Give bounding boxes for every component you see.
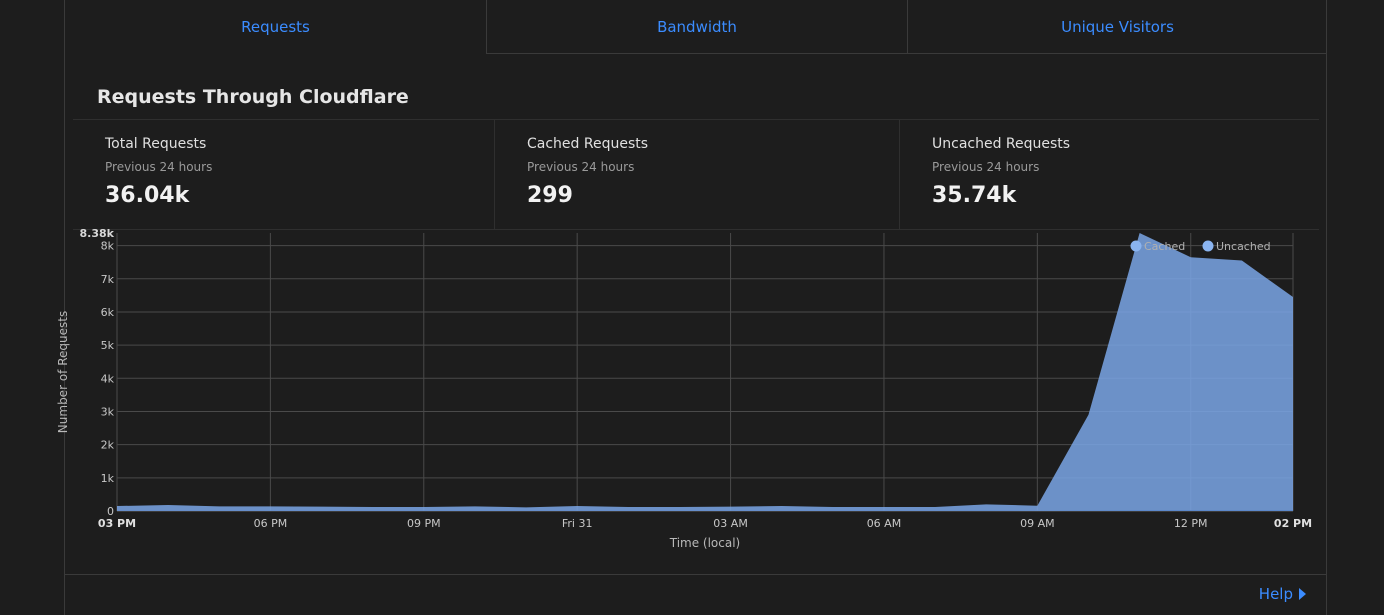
stat-value: 299 bbox=[527, 183, 573, 208]
stat-period: Previous 24 hours bbox=[527, 160, 635, 174]
help-label: Help bbox=[1258, 585, 1293, 603]
stat-value: 35.74k bbox=[932, 183, 1017, 208]
tab-bar: Requests Bandwidth Unique Visitors bbox=[65, 0, 1327, 54]
stat-total-requests: Total Requests Previous 24 hours 36.04k bbox=[73, 120, 494, 230]
analytics-panel: Requests Bandwidth Unique Visitors Reque… bbox=[64, 0, 1327, 615]
play-triangle-icon bbox=[1299, 588, 1306, 600]
section-title: Requests Through Cloudflare bbox=[97, 86, 409, 108]
stat-period: Previous 24 hours bbox=[105, 160, 213, 174]
stat-cached-requests: Cached Requests Previous 24 hours 299 bbox=[494, 120, 899, 230]
stat-name: Total Requests bbox=[105, 136, 207, 152]
stat-name: Cached Requests bbox=[527, 136, 649, 152]
stat-name: Uncached Requests bbox=[932, 136, 1071, 152]
stat-uncached-requests: Uncached Requests Previous 24 hours 35.7… bbox=[899, 120, 1319, 230]
help-link[interactable]: Help bbox=[1259, 585, 1306, 603]
tab-unique-visitors[interactable]: Unique Visitors bbox=[907, 0, 1327, 54]
tab-requests[interactable]: Requests bbox=[241, 18, 310, 36]
stat-period: Previous 24 hours bbox=[932, 160, 1040, 174]
stat-value: 36.04k bbox=[105, 183, 190, 208]
stats-row: Total Requests Previous 24 hours 36.04k … bbox=[73, 119, 1319, 230]
tab-bandwidth[interactable]: Bandwidth bbox=[486, 0, 907, 54]
footer-divider bbox=[65, 574, 1327, 575]
